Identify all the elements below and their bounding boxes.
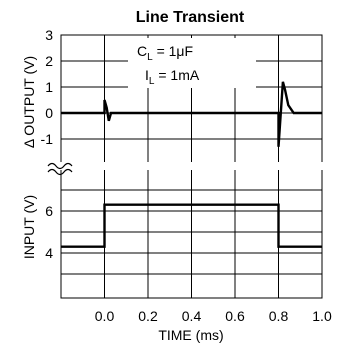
- x-axis-label: TIME (ms): [158, 327, 223, 343]
- x-tick-label: 0.8: [269, 308, 289, 324]
- y-axis-label-input: INPUT (V): [21, 195, 37, 259]
- axis-break-icon: [47, 162, 323, 176]
- tick-labels: 3 2 1 0 -1 6 4 0.0 0.2 0.4 0.6 0.8 1.0: [41, 27, 332, 324]
- series-layer: [61, 81, 322, 248]
- break-gap: [53, 162, 323, 170]
- series-input: [61, 203, 322, 248]
- annotation-1: IL = 1mA: [145, 67, 200, 87]
- y-axis-label-output: Δ OUTPUT (V): [21, 56, 37, 148]
- x-tick-label: 0.6: [225, 308, 245, 324]
- y-tick-label: 6: [45, 203, 53, 219]
- y-tick-label: 1: [45, 79, 53, 95]
- y-tick-label: 2: [45, 53, 53, 69]
- chart-title: Line Transient: [136, 9, 245, 26]
- annotation-0: CL = 1μF: [137, 43, 193, 63]
- break-squiggle: [47, 162, 73, 170]
- annotation-box: [128, 38, 256, 88]
- y-tick-label: 0: [45, 105, 53, 121]
- x-tick-label: 1.0: [312, 308, 332, 324]
- break-squiggle: [47, 168, 73, 176]
- y-tick-label: 3: [45, 27, 53, 43]
- y-tick-label: 4: [45, 245, 53, 261]
- x-tick-label: 0.4: [182, 308, 202, 324]
- annotations: CL = 1μF IL = 1mA: [128, 38, 256, 88]
- y-tick-label: -1: [41, 131, 54, 147]
- x-tick-label: 0.0: [95, 308, 115, 324]
- x-tick-label: 0.2: [138, 308, 158, 324]
- series-output: [61, 81, 322, 147]
